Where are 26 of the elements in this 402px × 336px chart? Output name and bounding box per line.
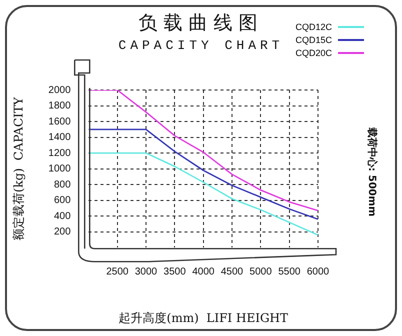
legend-label: CQD15C bbox=[295, 34, 332, 44]
x-tick-label: 6000 bbox=[306, 266, 330, 278]
y-tick-label: 200 bbox=[54, 226, 72, 238]
x-tick-label: 3000 bbox=[134, 266, 158, 278]
y-tick-label: 1800 bbox=[48, 100, 72, 112]
legend-label: CQD20C bbox=[295, 48, 332, 58]
x-tick-label: 5000 bbox=[250, 266, 272, 278]
x-tick-label: 3500 bbox=[164, 266, 186, 278]
y-tick-label: 1200 bbox=[48, 148, 72, 159]
chart-subtitle: CAPACITY CHART bbox=[118, 38, 284, 53]
x-tick-label: 4500 bbox=[220, 266, 244, 278]
x-tick-label: 2500 bbox=[106, 266, 129, 278]
legend-label: CQD12C bbox=[295, 22, 332, 32]
y-tick-label: 600 bbox=[54, 195, 72, 206]
y-tick-label: 1400 bbox=[48, 132, 72, 144]
y-tick-label: 2000 bbox=[48, 84, 72, 96]
x-tick-label: 5500 bbox=[278, 266, 301, 278]
y-tick-label: 400 bbox=[54, 210, 72, 222]
y-tick-label: 1600 bbox=[48, 116, 72, 128]
x-tick-label: 4000 bbox=[192, 266, 215, 278]
chart-title: 负载曲线图 bbox=[138, 12, 264, 34]
y-tick-label: 1000 bbox=[48, 164, 72, 175]
text: 载荷中心: 500mm bbox=[365, 127, 379, 217]
y-axis-title: 额定载荷(kg) CAPACITY bbox=[11, 96, 26, 240]
x-axis-title: 起升高度(mm) LIFI HEIGHT bbox=[118, 310, 288, 325]
y-tick-label: 800 bbox=[54, 179, 72, 190]
